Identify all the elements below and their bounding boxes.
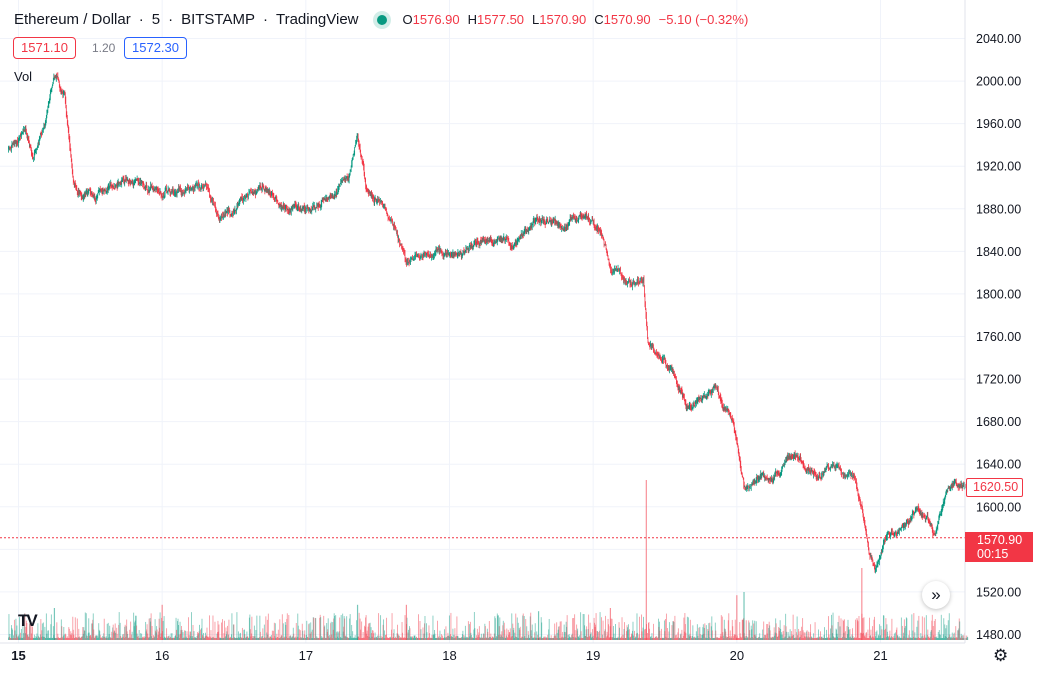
tradingview-logo-icon[interactable]: TV <box>18 611 38 630</box>
price-tick-label: 1960.00 <box>976 117 1021 131</box>
price-tick-label: 1920.00 <box>976 160 1021 174</box>
ohlc-high: H1577.50 <box>467 12 525 27</box>
price-tick-label: 1520.00 <box>976 585 1021 599</box>
spread-value: 1.20 <box>92 41 116 55</box>
header-separator: · <box>168 11 174 28</box>
time-tick-label: 19 <box>586 648 600 663</box>
exchange-label: BITSTAMP <box>181 11 255 28</box>
price-axis[interactable]: 1480.001520.001560.001600.001640.001680.… <box>976 32 1021 642</box>
time-tick-label: 15 <box>11 648 25 663</box>
price-tick-label: 1880.00 <box>976 202 1021 216</box>
price-tick-label: 1680.00 <box>976 415 1021 429</box>
time-tick-label: 20 <box>730 648 744 663</box>
symbol-header: Ethereum / Dollar · 5 · BITSTAMP · Tradi… <box>14 11 748 28</box>
time-axis[interactable]: 15 16 17 18 19 20 21 <box>11 648 887 663</box>
price-tick-label: 2000.00 <box>976 75 1021 89</box>
volume-legend-label[interactable]: Vol <box>14 69 33 84</box>
price-tick-label: 1600.00 <box>976 500 1021 514</box>
double-chevron-right-icon: » <box>931 585 941 604</box>
interval-label[interactable]: 5 <box>151 11 161 28</box>
header-separator: · <box>138 11 144 28</box>
price-tick-label: 1640.00 <box>976 458 1021 472</box>
grid-lines <box>0 0 965 643</box>
market-status-icon <box>376 14 387 25</box>
time-tick-label: 16 <box>155 648 169 663</box>
price-tick-label: 1840.00 <box>976 245 1021 259</box>
ohlc-values: O1576.90 H1577.50 L1570.90 C1570.90 −5.1… <box>403 12 749 27</box>
ohlc-close: C1570.90 <box>594 12 651 27</box>
price-tick-label: 1800.00 <box>976 287 1021 301</box>
high-price-marker: 1620.50 <box>966 478 1024 497</box>
time-tick-label: 17 <box>299 648 313 663</box>
candlestick-series <box>8 72 969 574</box>
buy-price-button[interactable]: 1572.30 <box>124 37 187 59</box>
price-tick-label: 1720.00 <box>976 373 1021 387</box>
gear-icon[interactable]: ⚙ <box>993 646 1009 665</box>
scroll-to-realtime-button[interactable]: » <box>922 581 950 609</box>
ohlc-change: −5.10 (−0.32%) <box>658 12 749 27</box>
ohlc-open: O1576.90 <box>402 12 460 27</box>
bar-countdown: 00:15 <box>977 547 1009 561</box>
sell-price-button[interactable]: 1571.10 <box>13 37 76 59</box>
source-label: TradingView <box>275 11 359 28</box>
ohlc-low: L1570.90 <box>532 12 587 27</box>
price-tick-label: 1480.00 <box>976 628 1021 642</box>
price-tick-label: 1760.00 <box>976 330 1021 344</box>
header-separator: · <box>262 11 268 28</box>
time-tick-label: 21 <box>873 648 887 663</box>
last-price-label: 1570.90 00:15 <box>965 532 1033 562</box>
time-tick-label: 18 <box>442 648 456 663</box>
price-tick-label: 2040.00 <box>976 32 1021 46</box>
volume-bars <box>7 480 969 640</box>
last-price-value: 1570.90 <box>977 533 1023 547</box>
symbol-name[interactable]: Ethereum / Dollar <box>14 11 131 28</box>
